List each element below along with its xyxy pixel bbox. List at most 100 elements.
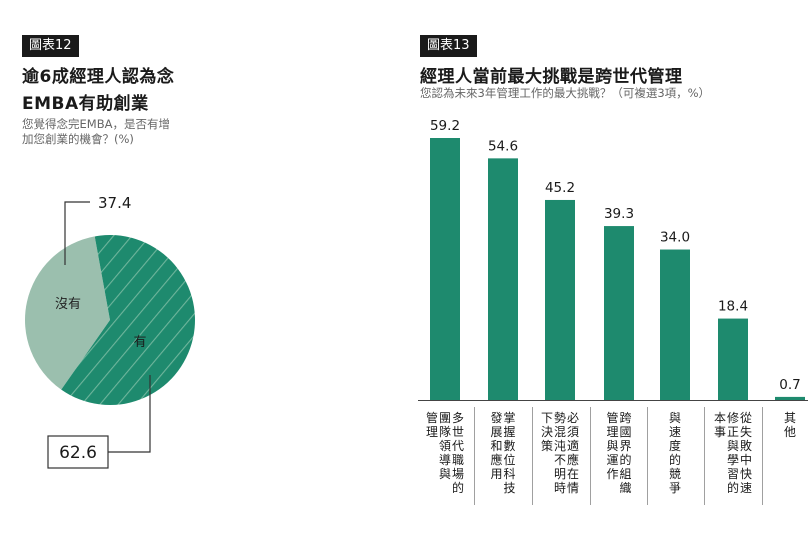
category-label-char: 的: [669, 452, 681, 467]
category-label-char: 失: [740, 424, 752, 439]
pie-value-yes: 62.6: [59, 443, 97, 463]
category-label-char: 的: [727, 480, 739, 495]
category-label-char: 必: [567, 411, 579, 425]
chart12-title-line2: EMBA有助創業: [22, 94, 149, 114]
category-label-char: 競: [669, 466, 681, 481]
category-label-char: 與: [606, 439, 618, 453]
category-label-char: 的: [619, 452, 631, 467]
category-label-char: 展: [490, 425, 502, 439]
bar-2: [488, 158, 518, 400]
category-label-char: 管: [606, 410, 618, 425]
category-label-char: 他: [784, 425, 796, 439]
category-label-char: 世: [452, 425, 464, 439]
category-label-char: 下: [541, 411, 553, 425]
category-label-char: 和: [490, 439, 502, 453]
bar-chart: 59.254.645.239.334.018.40.7多世代職場的團隊領導與管理…: [418, 118, 808, 505]
category-label-char: 與: [669, 411, 681, 425]
category-label-char: 決: [541, 425, 553, 439]
bar-value-label: 34.0: [660, 230, 690, 246]
category-label-char: 與: [439, 467, 451, 481]
pie-callout-no: [64, 201, 90, 265]
category-label-char: 速: [740, 481, 752, 495]
chart13-title: 經理人當前最大挑戰是跨世代管理: [420, 67, 683, 87]
category-label-char: 多: [452, 411, 464, 425]
category-label-char: 中: [740, 452, 752, 467]
category-label-char: 在: [567, 467, 579, 481]
category-label-char: 技: [503, 481, 515, 495]
category-label-char: 其: [784, 411, 796, 425]
category-label-char: 學: [727, 453, 739, 467]
category-label-char: 隊: [439, 424, 451, 439]
bar-4: [604, 226, 634, 400]
category-label-char: 發: [490, 410, 502, 425]
category-label-char: 界: [619, 439, 631, 453]
category-label-char: 明: [554, 467, 566, 481]
category-label-char: 的: [452, 480, 464, 495]
category-label-char: 組: [619, 467, 631, 481]
pie-slice-no: [25, 236, 110, 390]
category-label-char: 本: [714, 411, 726, 425]
category-label-char: 與: [727, 439, 739, 453]
category-label-char: 職: [452, 453, 464, 467]
bar-value-label: 18.4: [718, 299, 748, 315]
category-label-char: 理: [426, 425, 438, 439]
chart12-tag: 圖表12: [22, 35, 79, 57]
category-label-char: 勢: [554, 410, 566, 425]
pie-slice-yes: [61, 234, 195, 406]
category-label-char: 敗: [740, 438, 752, 453]
bar-3: [545, 199, 575, 400]
pie-label-no: 沒有: [55, 297, 81, 312]
category-label-char: 情: [567, 481, 579, 495]
category-label-char: 習: [727, 467, 739, 481]
category-label-char: 速: [669, 425, 681, 439]
category-label-char: 代: [452, 439, 464, 453]
category-label-char: 織: [619, 481, 631, 495]
category-label-char: 修: [727, 410, 739, 425]
chart13-subtitle: 您認為未來3年管理工作的最大挑戰？（可複選3項，%）: [420, 86, 711, 100]
category-label-char: 掌: [503, 411, 515, 425]
chart12-title-line1: 逾6成經理人認為念: [22, 67, 175, 87]
chart13-tag: 圖表13: [420, 35, 477, 57]
category-label-char: 從: [740, 411, 752, 425]
category-label-char: 運: [606, 453, 618, 467]
pie-value-box: [47, 435, 109, 469]
bar-7: [775, 396, 805, 400]
category-label-char: 事: [714, 425, 726, 439]
category-label-char: 理: [606, 425, 618, 439]
category-label-char: 場: [452, 467, 464, 481]
category-label-char: 適: [567, 438, 579, 453]
category-label-char: 混: [554, 425, 566, 439]
category-label-char: 管: [426, 410, 438, 425]
category-label-char: 策: [541, 439, 553, 453]
pie-callout-yes: [108, 375, 151, 453]
category-label-char: 不: [554, 453, 566, 467]
bar-5: [660, 249, 690, 400]
bar-value-label: 59.2: [430, 118, 460, 134]
pie-label-yes: 有: [133, 335, 146, 350]
category-label-char: 正: [727, 425, 739, 439]
category-label-char: 用: [490, 467, 502, 481]
category-label-char: 位: [503, 452, 515, 467]
bar-value-label: 0.7: [779, 377, 800, 393]
category-label-char: 應: [567, 452, 579, 467]
category-label-char: 握: [503, 424, 515, 439]
category-label-char: 須: [567, 425, 579, 439]
category-label-char: 國: [619, 425, 631, 439]
category-label-char: 作: [606, 467, 618, 481]
category-label-char: 爭: [669, 481, 681, 495]
category-label-char: 數: [503, 439, 515, 453]
category-label-char: 沌: [554, 439, 566, 453]
pie-chart: 沒有有 37.4 62.6: [25, 194, 195, 469]
category-label-char: 應: [490, 452, 502, 467]
category-label-char: 時: [554, 481, 566, 495]
bar-value-label: 45.2: [545, 180, 575, 196]
category-label-char: 團: [439, 411, 451, 425]
bar-1: [430, 138, 460, 400]
category-label-char: 度: [669, 438, 681, 453]
bar-6: [718, 318, 748, 400]
pie-value-no: 37.4: [98, 194, 131, 212]
category-label-char: 快: [740, 467, 752, 481]
chart12-subtitle-line2: 加您創業的機會？(%): [22, 132, 134, 146]
category-label-char: 導: [439, 453, 451, 467]
